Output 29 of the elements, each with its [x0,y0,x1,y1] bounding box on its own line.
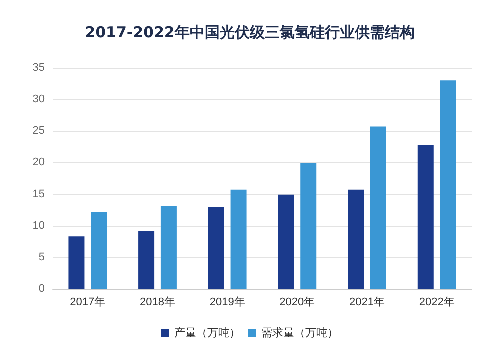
y-tick-label: 25 [32,125,45,138]
y-tick-label: 5 [38,251,45,264]
legend-label: 需求量（万吨） [262,326,338,340]
bar [208,208,224,289]
y-tick-label: 15 [32,188,45,200]
bar [440,80,456,289]
y-tick-label: 35 [32,62,45,74]
x-tick-label: 2022年 [419,296,455,308]
x-tick-label: 2021年 [350,296,385,308]
x-tick-label: 2020年 [280,296,316,308]
y-tick-label: 20 [32,156,45,169]
bar [370,126,386,289]
bar [278,194,294,289]
y-tick-label: 30 [32,94,45,106]
bar [160,206,177,289]
y-tick-label: 0 [38,283,45,295]
bar [300,163,317,289]
legend-label: 产量（万吨） [174,326,240,340]
chart-title: 2017-2022年中国光伏级三氯氢硅行业供需结构 [85,24,415,42]
bar [348,190,364,289]
bar [91,212,108,289]
bar [230,190,247,289]
bar [138,232,155,289]
x-tick-label: 2018年 [140,296,176,308]
bar [68,236,85,289]
y-tick-label: 10 [32,220,45,232]
bar [418,145,434,289]
x-tick-label: 2019年 [210,296,246,308]
x-tick-label: 2017年 [70,296,106,308]
